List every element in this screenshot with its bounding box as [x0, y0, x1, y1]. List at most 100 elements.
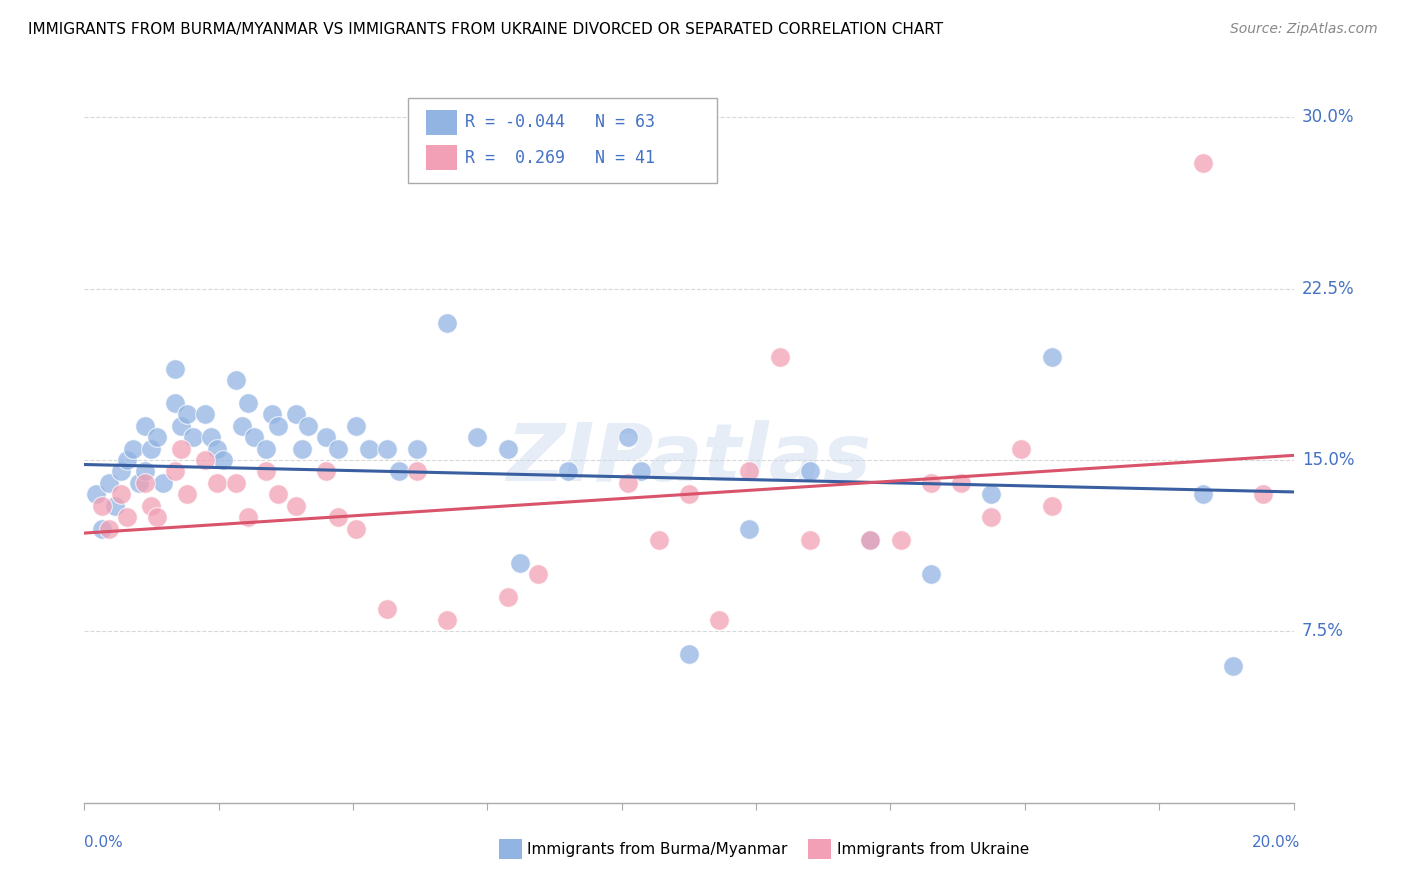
Point: [91, 521, 114, 535]
Point: [630, 464, 652, 478]
Point: [647, 533, 671, 547]
Point: [1040, 499, 1063, 513]
Point: [163, 464, 186, 478]
Point: [97, 521, 120, 535]
Point: [859, 533, 882, 547]
Point: [86, 487, 108, 501]
Text: R = -0.044   N = 63: R = -0.044 N = 63: [465, 113, 655, 131]
Point: [146, 430, 169, 444]
Text: 15.0%: 15.0%: [1302, 451, 1354, 469]
Point: [375, 442, 398, 456]
Point: [139, 499, 162, 513]
Text: IMMIGRANTS FROM BURMA/MYANMAR VS IMMIGRANTS FROM UKRAINE DIVORCED OR SEPARATED C: IMMIGRANTS FROM BURMA/MYANMAR VS IMMIGRA…: [28, 22, 943, 37]
Point: [200, 430, 222, 444]
Point: [146, 510, 169, 524]
Point: [328, 510, 350, 524]
Point: [297, 418, 319, 433]
Point: [152, 475, 174, 490]
Point: [980, 487, 1002, 501]
Point: [738, 521, 761, 535]
Point: [526, 567, 548, 582]
Point: [388, 464, 411, 478]
Text: 7.5%: 7.5%: [1302, 623, 1344, 640]
Point: [207, 475, 229, 490]
Point: [980, 510, 1002, 524]
Point: [890, 533, 912, 547]
Point: [1222, 658, 1244, 673]
Point: [284, 499, 308, 513]
Point: [260, 407, 283, 421]
Point: [769, 350, 792, 364]
Point: [709, 613, 731, 627]
Point: [128, 475, 150, 490]
Point: [467, 430, 489, 444]
Point: [557, 464, 579, 478]
Point: [678, 647, 700, 661]
Point: [134, 464, 156, 478]
Point: [194, 407, 217, 421]
Point: [406, 464, 429, 478]
Point: [678, 487, 700, 501]
Point: [1040, 350, 1063, 364]
Point: [91, 499, 114, 513]
Point: [104, 499, 127, 513]
Point: [375, 601, 398, 615]
Point: [496, 590, 519, 604]
Point: [357, 442, 380, 456]
Point: [799, 464, 821, 478]
Point: [231, 418, 253, 433]
Point: [738, 464, 761, 478]
Point: [181, 430, 204, 444]
Point: [163, 361, 186, 376]
Point: [346, 521, 368, 535]
Point: [134, 418, 156, 433]
Text: R =  0.269   N = 41: R = 0.269 N = 41: [465, 149, 655, 167]
Point: [110, 464, 132, 478]
Text: ZIPatlas: ZIPatlas: [506, 420, 872, 498]
Point: [225, 373, 247, 387]
Point: [134, 475, 156, 490]
Point: [1191, 155, 1213, 169]
Point: [1251, 487, 1274, 501]
Point: [617, 430, 640, 444]
Point: [346, 418, 368, 433]
Point: [859, 533, 882, 547]
Text: Immigrants from Ukraine: Immigrants from Ukraine: [837, 842, 1029, 856]
Point: [315, 430, 337, 444]
Text: 0.0%: 0.0%: [84, 836, 124, 850]
Point: [212, 453, 235, 467]
Point: [920, 475, 942, 490]
Point: [617, 475, 640, 490]
Point: [284, 407, 308, 421]
Text: 20.0%: 20.0%: [1253, 836, 1301, 850]
Text: Immigrants from Burma/Myanmar: Immigrants from Burma/Myanmar: [527, 842, 787, 856]
Point: [496, 442, 519, 456]
Point: [97, 475, 120, 490]
Point: [1191, 487, 1213, 501]
Point: [436, 613, 458, 627]
Point: [315, 464, 337, 478]
Point: [121, 442, 143, 456]
Point: [267, 418, 290, 433]
Point: [328, 442, 350, 456]
Point: [207, 442, 229, 456]
Point: [170, 442, 193, 456]
Point: [194, 453, 217, 467]
Point: [115, 510, 138, 524]
Point: [236, 396, 259, 410]
Point: [110, 487, 132, 501]
Point: [799, 533, 821, 547]
Point: [242, 430, 264, 444]
Point: [267, 487, 290, 501]
Point: [236, 510, 259, 524]
Point: [509, 556, 531, 570]
Point: [176, 487, 198, 501]
Point: [254, 464, 277, 478]
Point: [176, 407, 198, 421]
Point: [225, 475, 247, 490]
Point: [436, 316, 458, 330]
Point: [163, 396, 186, 410]
Point: [950, 475, 973, 490]
Point: [254, 442, 277, 456]
Point: [139, 442, 162, 456]
